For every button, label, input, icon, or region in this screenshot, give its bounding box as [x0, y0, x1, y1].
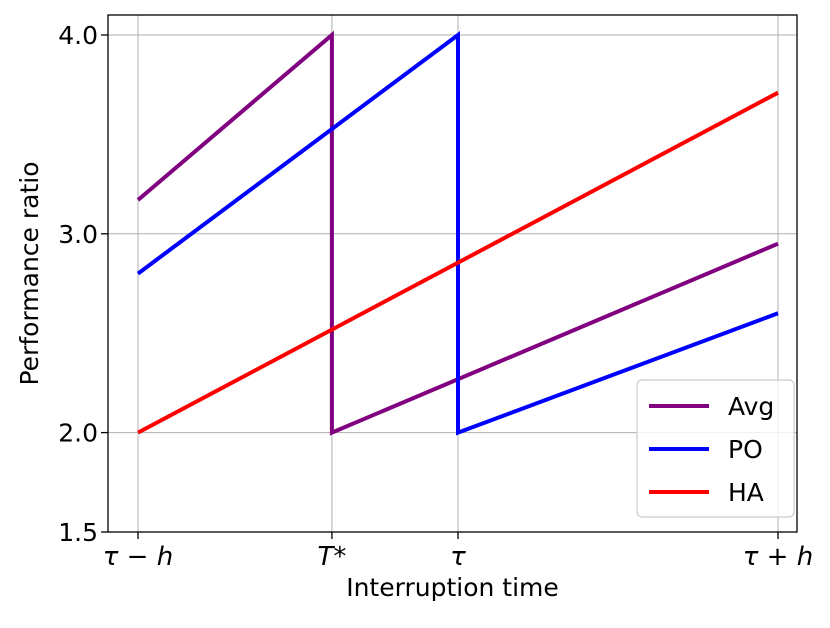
legend-label-avg: Avg	[728, 392, 774, 421]
x-tick-label: τ + h	[743, 542, 813, 572]
x-tick-label: τ − h	[103, 542, 173, 572]
legend-box	[636, 379, 795, 518]
x-tick-label: T*	[317, 542, 346, 572]
y-tick-label: 3.0	[58, 220, 98, 249]
y-tick-label: 1.5	[58, 518, 98, 547]
y-tick-label: 4.0	[58, 21, 98, 50]
series-line-avg	[136, 30, 779, 436]
axis-ticks: τ − h T* τ τ + h 1.5 2.0 3.0 4.0	[58, 21, 813, 572]
plot-frame	[107, 14, 798, 533]
y-tick-label: 2.0	[58, 419, 98, 448]
legend-label-ha: HA	[728, 478, 764, 507]
x-tick-label: τ	[450, 542, 466, 572]
series-line-po	[136, 31, 779, 436]
y-axis-label: Performance ratio	[15, 161, 44, 385]
x-axis-label: Interruption time	[346, 573, 559, 602]
legend-label-po: PO	[728, 435, 763, 464]
plot-series	[136, 30, 779, 436]
series-line-ha	[137, 90, 779, 435]
legend: Avg PO HA	[636, 379, 795, 518]
